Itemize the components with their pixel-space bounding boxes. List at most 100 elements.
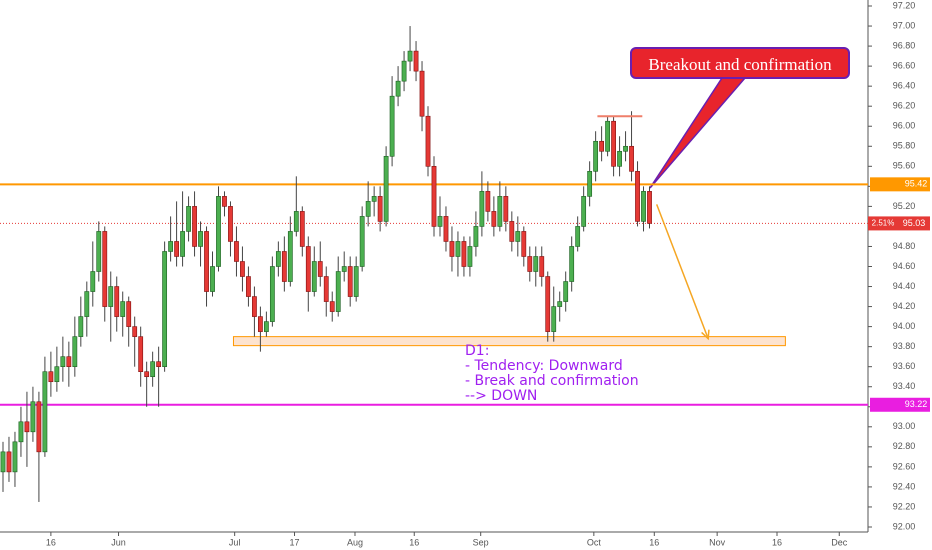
trend-arrow — [655, 204, 709, 339]
candle-body — [503, 196, 509, 222]
candle-body — [216, 196, 221, 267]
callout: Breakout and confirmation — [630, 47, 850, 79]
note-line: --> DOWN — [465, 388, 538, 404]
candle-body — [575, 226, 581, 247]
x-tick-label: 16 — [46, 537, 56, 547]
y-tick-label: 95.20 — [893, 201, 916, 211]
candle-body — [299, 211, 305, 247]
candle-body — [156, 361, 162, 367]
candle-body — [42, 371, 48, 453]
analysis-note: D1: - Tendency: Downward - Break and con… — [465, 344, 639, 404]
note-line: - Break and confirmation — [465, 373, 639, 389]
candle-body — [419, 70, 425, 117]
note-line: D1: — [465, 343, 490, 359]
candle-body — [24, 421, 30, 433]
candle-body — [234, 241, 239, 262]
candle-body — [605, 120, 610, 152]
candle-body — [162, 251, 168, 367]
candle-body — [186, 206, 191, 232]
candle-body — [18, 421, 24, 443]
candle-body — [84, 291, 90, 317]
x-tick-label: Dec — [831, 537, 848, 547]
candle-body — [593, 140, 599, 172]
candle-body — [383, 155, 389, 222]
candle-body — [587, 171, 593, 197]
candle-body — [120, 301, 126, 317]
y-tick-label: 93.80 — [893, 341, 916, 351]
candle-body — [210, 266, 215, 292]
candle-body — [138, 336, 144, 372]
candle-body — [72, 336, 78, 367]
candle-body — [353, 266, 359, 297]
candle-body — [192, 206, 197, 247]
candle-body — [66, 356, 72, 367]
candle-body — [611, 120, 616, 167]
candle-body — [407, 50, 413, 62]
candle-body — [150, 361, 156, 378]
candle-body — [425, 115, 431, 167]
last-price-badge — [868, 216, 930, 231]
candle-body — [311, 261, 317, 292]
candle-body — [102, 231, 108, 307]
y-tick-label: 96.80 — [893, 40, 916, 50]
candle-body — [509, 221, 515, 242]
y-tick-label: 92.00 — [893, 521, 916, 531]
y-tick-label: 96.00 — [893, 121, 916, 131]
callout-pointer — [649, 77, 747, 189]
candle-body — [54, 366, 60, 383]
x-tick-label: 16 — [409, 537, 419, 547]
candle-body — [275, 251, 281, 267]
candle-body — [359, 216, 365, 267]
candle-body — [599, 140, 605, 152]
candle-body — [252, 296, 257, 317]
candle-body — [341, 266, 347, 272]
candle-body — [281, 251, 287, 282]
y-tick-label: 94.80 — [893, 241, 916, 251]
candle-body — [12, 441, 18, 473]
candle-body — [491, 211, 497, 227]
candle-body — [287, 231, 293, 282]
candle-body — [347, 266, 353, 297]
arrow-head — [701, 329, 710, 341]
candle-body — [96, 231, 102, 272]
candle-body — [174, 241, 179, 257]
candle-body — [126, 301, 132, 327]
candle-body — [569, 246, 575, 282]
level-label: 93.22 — [905, 399, 928, 409]
candle-body — [0, 451, 6, 473]
candle-body — [317, 261, 323, 277]
candle-body — [335, 271, 341, 312]
candle-body — [401, 60, 407, 82]
candle-body — [323, 276, 329, 302]
x-tick-label: Nov — [709, 537, 726, 547]
y-tick-label: 95.60 — [893, 161, 916, 171]
support-zone — [232, 336, 786, 347]
candle-body — [551, 306, 557, 332]
candle-body — [557, 301, 563, 307]
y-tick-label: 93.60 — [893, 361, 916, 371]
candle-body — [437, 216, 443, 227]
candle-body — [515, 231, 521, 242]
candle-body — [132, 326, 138, 337]
candle-body — [371, 196, 377, 202]
candle-body — [563, 281, 569, 302]
candle-body — [78, 316, 84, 337]
note-line: - Tendency: Downward — [465, 358, 623, 374]
candle-body — [36, 401, 42, 453]
candle-body — [198, 231, 203, 247]
x-tick-label: Aug — [347, 537, 363, 547]
candle-body — [48, 371, 54, 383]
last-price-label: 95.03 — [903, 218, 926, 228]
candle-body — [305, 246, 311, 292]
candle-body — [581, 196, 587, 227]
y-tick-label: 97.00 — [893, 20, 916, 30]
y-tick-label: 94.40 — [893, 281, 916, 291]
candle-body — [467, 246, 473, 267]
y-tick-label: 96.60 — [893, 60, 916, 70]
y-tick-label: 96.20 — [893, 101, 916, 111]
level-badge — [870, 397, 930, 412]
candle-body — [485, 191, 491, 212]
candle-body — [329, 301, 335, 312]
y-tick-label: 97.20 — [893, 0, 916, 10]
